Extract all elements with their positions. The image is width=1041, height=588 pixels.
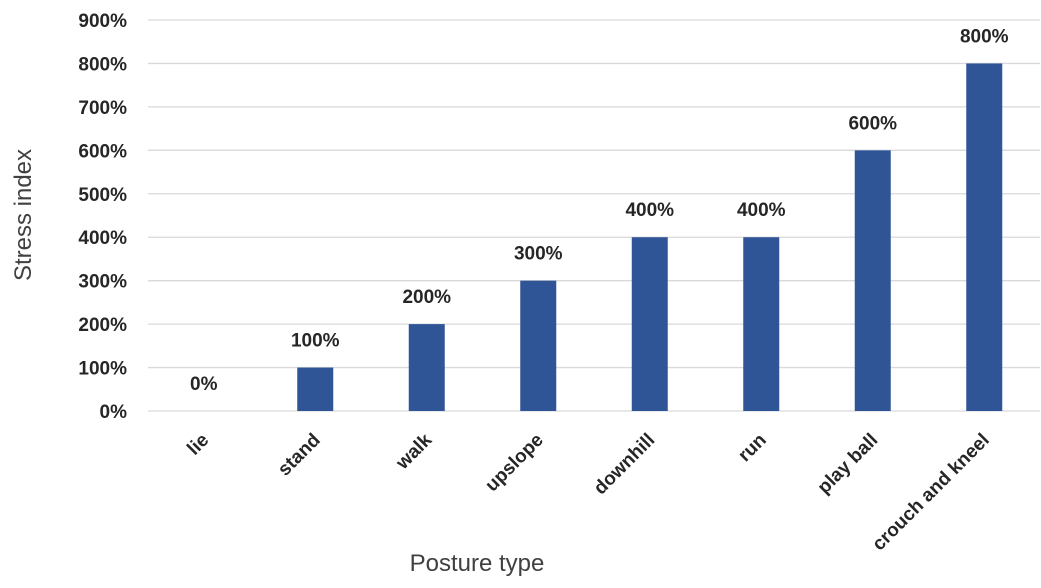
bar xyxy=(631,237,668,411)
y-tick-label: 300% xyxy=(78,272,127,293)
x-tick-label: stand xyxy=(274,430,325,481)
y-axis-ticks: 0% 100% 200% 300% 400% 500% 600% 700% 800% 900% xyxy=(78,11,127,423)
x-axis-title: Posture type xyxy=(410,550,545,577)
data-label: 200% xyxy=(402,287,451,308)
bar xyxy=(297,367,334,411)
y-tick-label: 400% xyxy=(78,228,127,249)
y-tick-label: 800% xyxy=(78,54,127,75)
x-tick-label: run xyxy=(734,430,770,466)
bar xyxy=(966,63,1003,411)
bar xyxy=(520,280,557,411)
y-tick-label: 600% xyxy=(78,141,127,162)
y-tick-label: 900% xyxy=(78,11,127,32)
data-label: 0% xyxy=(190,374,218,395)
bars xyxy=(297,63,1003,412)
x-tick-label: lie xyxy=(183,430,213,460)
data-label: 800% xyxy=(960,26,1009,47)
x-tick-label: crouch and kneel xyxy=(868,430,993,555)
x-tick-label: downhill xyxy=(590,430,659,499)
x-tick-label: walk xyxy=(392,429,437,474)
data-label: 400% xyxy=(625,200,674,221)
bar xyxy=(854,150,891,412)
data-label: 100% xyxy=(291,331,340,352)
x-tick-label: play ball xyxy=(814,430,883,499)
data-label: 300% xyxy=(514,244,563,265)
data-label: 400% xyxy=(737,200,786,221)
x-axis-ticks: lie stand walk upslope downhill run play ballc… xyxy=(183,429,993,555)
y-tick-label: 0% xyxy=(100,402,128,423)
x-tick-label: upslope xyxy=(481,430,547,496)
gridlines xyxy=(148,19,1040,412)
y-tick-label: 200% xyxy=(78,315,127,336)
y-tick-label: 500% xyxy=(78,185,127,206)
data-label: 600% xyxy=(848,113,897,134)
bar xyxy=(743,237,780,411)
y-axis-title: Stress index xyxy=(10,149,37,281)
data-labels: 0% 100% 200% 300% 400% 400% 600% 800% xyxy=(190,26,1009,395)
y-tick-label: 100% xyxy=(78,359,127,380)
bar xyxy=(408,324,445,411)
y-tick-label: 700% xyxy=(78,98,127,119)
